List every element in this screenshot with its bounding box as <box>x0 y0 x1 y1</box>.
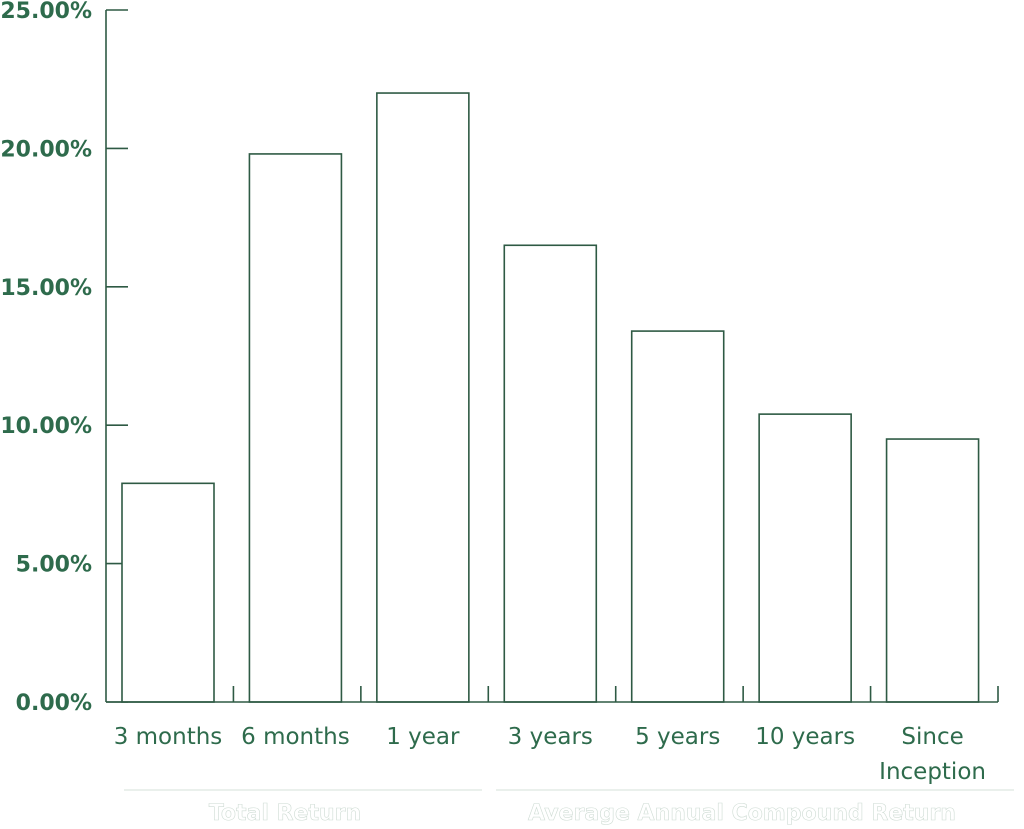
x-category-label: 10 years <box>755 724 855 750</box>
y-tick-label: 0.00% <box>16 691 92 716</box>
bar <box>248 153 343 703</box>
y-tick-label: 5.00% <box>16 553 92 578</box>
x-category-label: 6 months <box>241 724 350 750</box>
group-label: Average Annual Compound Return <box>528 801 956 826</box>
bar <box>630 330 725 703</box>
group-label: Total Return <box>209 801 361 826</box>
bar <box>121 482 215 703</box>
bar <box>885 438 980 703</box>
x-category-label: Since Inception <box>879 724 986 785</box>
x-category-label: 5 years <box>635 724 720 750</box>
x-category-label: 3 months <box>114 724 223 750</box>
bar <box>376 92 470 703</box>
y-tick-label: 25.00% <box>0 0 92 24</box>
bar <box>503 244 598 703</box>
bars <box>121 92 980 703</box>
x-category-label: 1 year <box>386 724 460 750</box>
bar <box>758 413 852 703</box>
y-tick-label: 20.00% <box>0 137 92 162</box>
category-groups: Total Return Average Annual Compound Retu… <box>124 789 1014 826</box>
x-axis: 3 months 6 months 1 year 3 years 5 years 10 y… <box>106 686 999 785</box>
y-tick-label: 15.00% <box>0 276 92 301</box>
y-tick-label: 10.00% <box>0 414 92 439</box>
x-category-label-line: Inception <box>879 759 986 785</box>
x-category-label: 3 years <box>508 724 593 750</box>
y-axis: 0.00% 5.00% 10.00% 15.00% 20.00% 25.00% <box>0 0 128 716</box>
x-category-label-line: Since <box>901 724 963 750</box>
